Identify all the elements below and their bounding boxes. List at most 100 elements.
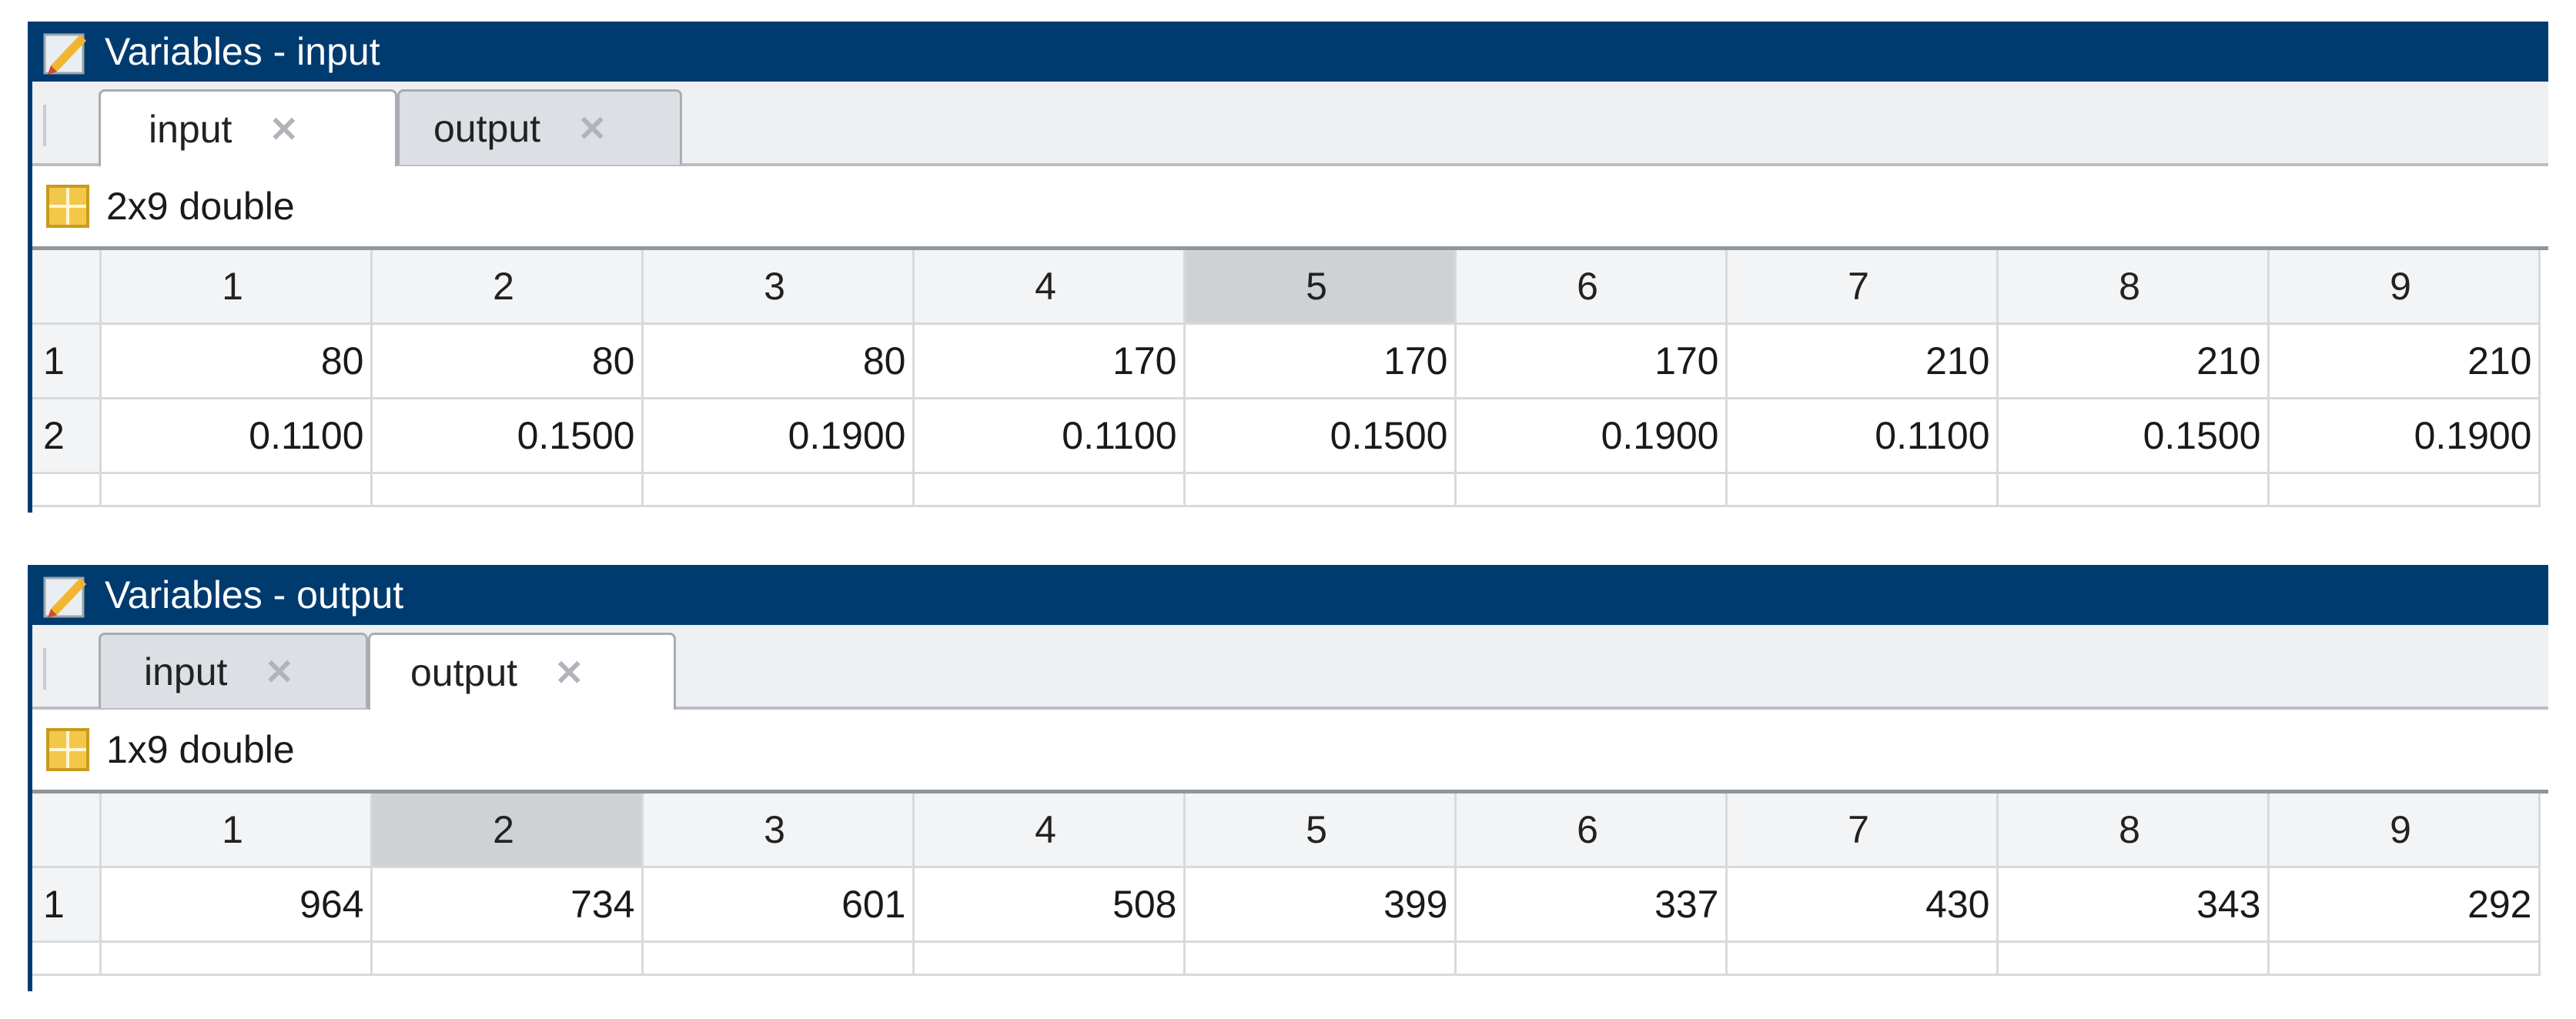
table-row: 1 964 734 601 508 399 337 430 343 292 bbox=[32, 867, 2541, 943]
column-header[interactable]: 9 bbox=[2268, 250, 2541, 325]
table-row: 1 80 80 80 170 170 170 210 210 210 bbox=[32, 323, 2541, 399]
tab-input[interactable]: input ✕ bbox=[99, 89, 397, 166]
variable-size-label: 1x9 double bbox=[106, 728, 295, 771]
column-header-selected[interactable]: 2 bbox=[371, 793, 644, 868]
empty-cell[interactable] bbox=[1455, 473, 1728, 507]
table-cell[interactable]: 0.1900 bbox=[642, 398, 915, 474]
variable-size-label: 2x9 double bbox=[106, 185, 295, 228]
empty-row bbox=[32, 473, 2541, 507]
empty-cell[interactable] bbox=[1184, 473, 1457, 507]
variable-editor-icon bbox=[42, 27, 91, 76]
variable-info-bar: 2x9 double bbox=[32, 166, 2548, 250]
column-header-row: 1 2 3 4 5 6 7 8 9 bbox=[32, 250, 2541, 325]
table-row: 2 0.1100 0.1500 0.1900 0.1100 0.1500 0.1… bbox=[32, 398, 2541, 474]
column-header[interactable]: 9 bbox=[2268, 793, 2541, 868]
column-header[interactable]: 3 bbox=[642, 250, 915, 325]
column-header-row: 1 2 3 4 5 6 7 8 9 bbox=[32, 793, 2541, 868]
table-cell[interactable]: 343 bbox=[1997, 867, 2270, 943]
close-icon[interactable]: ✕ bbox=[269, 109, 299, 149]
column-header-selected[interactable]: 5 bbox=[1184, 250, 1457, 325]
table-cell[interactable]: 601 bbox=[642, 867, 915, 943]
table-cell[interactable]: 0.1100 bbox=[913, 398, 1186, 474]
empty-cell[interactable] bbox=[100, 473, 373, 507]
variable-editor-icon bbox=[42, 570, 91, 620]
tab-label: output bbox=[410, 650, 518, 694]
tab-input[interactable]: input ✕ bbox=[99, 633, 368, 708]
empty-cell[interactable] bbox=[642, 473, 915, 507]
column-header[interactable]: 5 bbox=[1184, 793, 1457, 868]
empty-cell[interactable] bbox=[1726, 473, 1999, 507]
panel-title: Variables - output bbox=[105, 573, 404, 616]
table-cell[interactable]: 399 bbox=[1184, 867, 1457, 943]
row-header[interactable]: 2 bbox=[32, 398, 102, 474]
column-header[interactable]: 2 bbox=[371, 250, 644, 325]
variable-info-bar: 1x9 double bbox=[32, 710, 2548, 793]
column-header[interactable]: 6 bbox=[1455, 793, 1728, 868]
grid-corner[interactable] bbox=[32, 793, 102, 868]
empty-cell[interactable] bbox=[2268, 473, 2541, 507]
column-header[interactable]: 8 bbox=[1997, 793, 2270, 868]
variable-grid: 1 2 3 4 5 6 7 8 9 1 80 80 80 170 170 170… bbox=[32, 250, 2541, 507]
column-header[interactable]: 4 bbox=[913, 250, 1186, 325]
column-header[interactable]: 4 bbox=[913, 793, 1186, 868]
table-cell[interactable]: 0.1500 bbox=[371, 398, 644, 474]
panel-title: Variables - input bbox=[105, 30, 380, 73]
tab-output[interactable]: output ✕ bbox=[397, 89, 682, 165]
empty-cell[interactable] bbox=[913, 941, 1186, 976]
table-cell[interactable]: 508 bbox=[913, 867, 1186, 943]
tabstrip-grip bbox=[43, 105, 46, 146]
variables-panel-input: Variables - input input ✕ output ✕ 2x9 d… bbox=[28, 22, 2548, 513]
table-cell[interactable]: 0.1500 bbox=[1184, 398, 1457, 474]
table-cell[interactable]: 0.1900 bbox=[1455, 398, 1728, 474]
table-cell[interactable]: 80 bbox=[100, 323, 373, 399]
table-cell[interactable]: 0.1900 bbox=[2268, 398, 2541, 474]
column-header[interactable]: 1 bbox=[100, 793, 373, 868]
table-cell[interactable]: 0.1100 bbox=[1726, 398, 1999, 474]
empty-cell[interactable] bbox=[913, 473, 1186, 507]
table-cell[interactable]: 210 bbox=[1997, 323, 2270, 399]
empty-cell[interactable] bbox=[642, 941, 915, 976]
empty-cell[interactable] bbox=[32, 941, 102, 976]
empty-cell[interactable] bbox=[1726, 941, 1999, 976]
table-cell[interactable]: 210 bbox=[2268, 323, 2541, 399]
row-header[interactable]: 1 bbox=[32, 323, 102, 399]
table-cell[interactable]: 80 bbox=[642, 323, 915, 399]
column-header[interactable]: 1 bbox=[100, 250, 373, 325]
close-icon[interactable]: ✕ bbox=[577, 108, 607, 149]
matrix-grid-icon bbox=[46, 728, 89, 771]
empty-cell[interactable] bbox=[1184, 941, 1457, 976]
panel-titlebar: Variables - input bbox=[32, 22, 2548, 82]
row-header[interactable]: 1 bbox=[32, 867, 102, 943]
table-cell[interactable]: 337 bbox=[1455, 867, 1728, 943]
column-header[interactable]: 6 bbox=[1455, 250, 1728, 325]
variable-grid: 1 2 3 4 5 6 7 8 9 1 964 734 601 508 399 … bbox=[32, 793, 2541, 976]
empty-cell[interactable] bbox=[2268, 941, 2541, 976]
matrix-grid-icon bbox=[46, 185, 89, 228]
close-icon[interactable]: ✕ bbox=[264, 651, 294, 692]
empty-cell[interactable] bbox=[1455, 941, 1728, 976]
table-cell[interactable]: 170 bbox=[1455, 323, 1728, 399]
column-header[interactable]: 7 bbox=[1726, 250, 1999, 325]
empty-cell[interactable] bbox=[371, 473, 644, 507]
grid-corner[interactable] bbox=[32, 250, 102, 325]
empty-cell[interactable] bbox=[1997, 473, 2270, 507]
table-cell[interactable]: 0.1500 bbox=[1997, 398, 2270, 474]
tab-output[interactable]: output ✕ bbox=[368, 633, 676, 710]
table-cell[interactable]: 210 bbox=[1726, 323, 1999, 399]
empty-cell[interactable] bbox=[1997, 941, 2270, 976]
table-cell[interactable]: 964 bbox=[100, 867, 373, 943]
table-cell[interactable]: 292 bbox=[2268, 867, 2541, 943]
table-cell[interactable]: 0.1100 bbox=[100, 398, 373, 474]
empty-cell[interactable] bbox=[371, 941, 644, 976]
empty-cell[interactable] bbox=[32, 473, 102, 507]
table-cell[interactable]: 430 bbox=[1726, 867, 1999, 943]
column-header[interactable]: 7 bbox=[1726, 793, 1999, 868]
table-cell[interactable]: 170 bbox=[913, 323, 1186, 399]
table-cell[interactable]: 170 bbox=[1184, 323, 1457, 399]
column-header[interactable]: 3 bbox=[642, 793, 915, 868]
table-cell[interactable]: 734 bbox=[371, 867, 644, 943]
close-icon[interactable]: ✕ bbox=[554, 652, 584, 693]
column-header[interactable]: 8 bbox=[1997, 250, 2270, 325]
table-cell[interactable]: 80 bbox=[371, 323, 644, 399]
empty-cell[interactable] bbox=[100, 941, 373, 976]
